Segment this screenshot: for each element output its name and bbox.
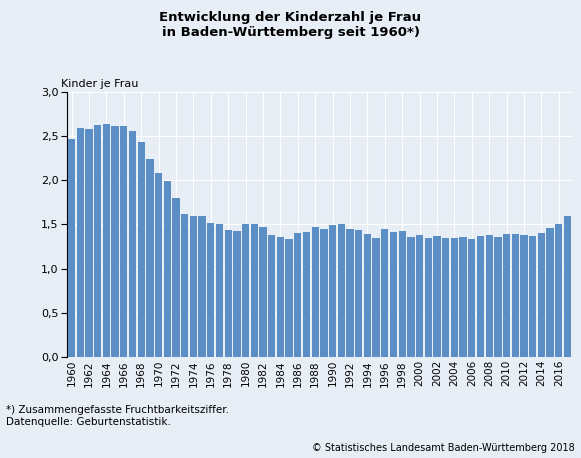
Bar <box>173 198 180 357</box>
Bar <box>277 237 284 357</box>
Text: © Statistisches Landesamt Baden-Württemberg 2018: © Statistisches Landesamt Baden-Württemb… <box>313 443 575 453</box>
Bar <box>346 229 354 357</box>
Bar <box>416 235 424 357</box>
Bar <box>451 238 458 357</box>
Bar <box>129 131 136 357</box>
Bar <box>460 237 467 357</box>
Bar <box>399 231 406 357</box>
Bar <box>103 125 110 357</box>
Bar <box>181 214 188 357</box>
Bar <box>564 216 571 357</box>
Bar <box>433 236 441 357</box>
Bar <box>477 236 484 357</box>
Bar <box>155 173 162 357</box>
Bar <box>146 159 153 357</box>
Bar <box>138 142 145 357</box>
Bar <box>233 231 241 357</box>
Bar <box>94 125 102 357</box>
Bar <box>224 230 232 357</box>
Bar <box>85 129 93 357</box>
Bar <box>303 231 310 357</box>
Bar <box>468 239 475 357</box>
Text: Entwicklung der Kinderzahl je Frau
in Baden-Württemberg seit 1960*): Entwicklung der Kinderzahl je Frau in Ba… <box>159 11 422 39</box>
Bar <box>268 235 275 357</box>
Bar <box>164 181 171 357</box>
Bar <box>494 237 501 357</box>
Bar <box>259 227 267 357</box>
Bar <box>425 238 432 357</box>
Text: Kinder je Frau: Kinder je Frau <box>61 79 138 89</box>
Bar <box>512 234 519 357</box>
Text: *) Zusammengefasste Fruchtbarkeitsziffer.
Datenquelle: Geburtenstatistik.: *) Zusammengefasste Fruchtbarkeitsziffer… <box>6 405 229 427</box>
Bar <box>355 230 363 357</box>
Bar <box>311 227 319 357</box>
Bar <box>242 224 249 357</box>
Bar <box>329 225 336 357</box>
Bar <box>546 228 554 357</box>
Bar <box>198 217 206 357</box>
Bar <box>372 238 380 357</box>
Bar <box>120 126 127 357</box>
Bar <box>285 239 293 357</box>
Bar <box>407 237 415 357</box>
Bar <box>77 128 84 357</box>
Bar <box>486 235 493 357</box>
Bar <box>555 224 562 357</box>
Bar <box>68 139 76 357</box>
Bar <box>207 223 214 357</box>
Bar <box>529 236 536 357</box>
Bar <box>381 229 389 357</box>
Bar <box>521 235 528 357</box>
Bar <box>320 229 328 357</box>
Bar <box>442 238 449 357</box>
Bar <box>537 233 545 357</box>
Bar <box>112 126 119 357</box>
Bar <box>294 233 302 357</box>
Bar <box>390 232 397 357</box>
Bar <box>503 234 510 357</box>
Bar <box>364 234 371 357</box>
Bar <box>190 216 197 357</box>
Bar <box>250 224 258 357</box>
Bar <box>216 224 223 357</box>
Bar <box>338 224 345 357</box>
